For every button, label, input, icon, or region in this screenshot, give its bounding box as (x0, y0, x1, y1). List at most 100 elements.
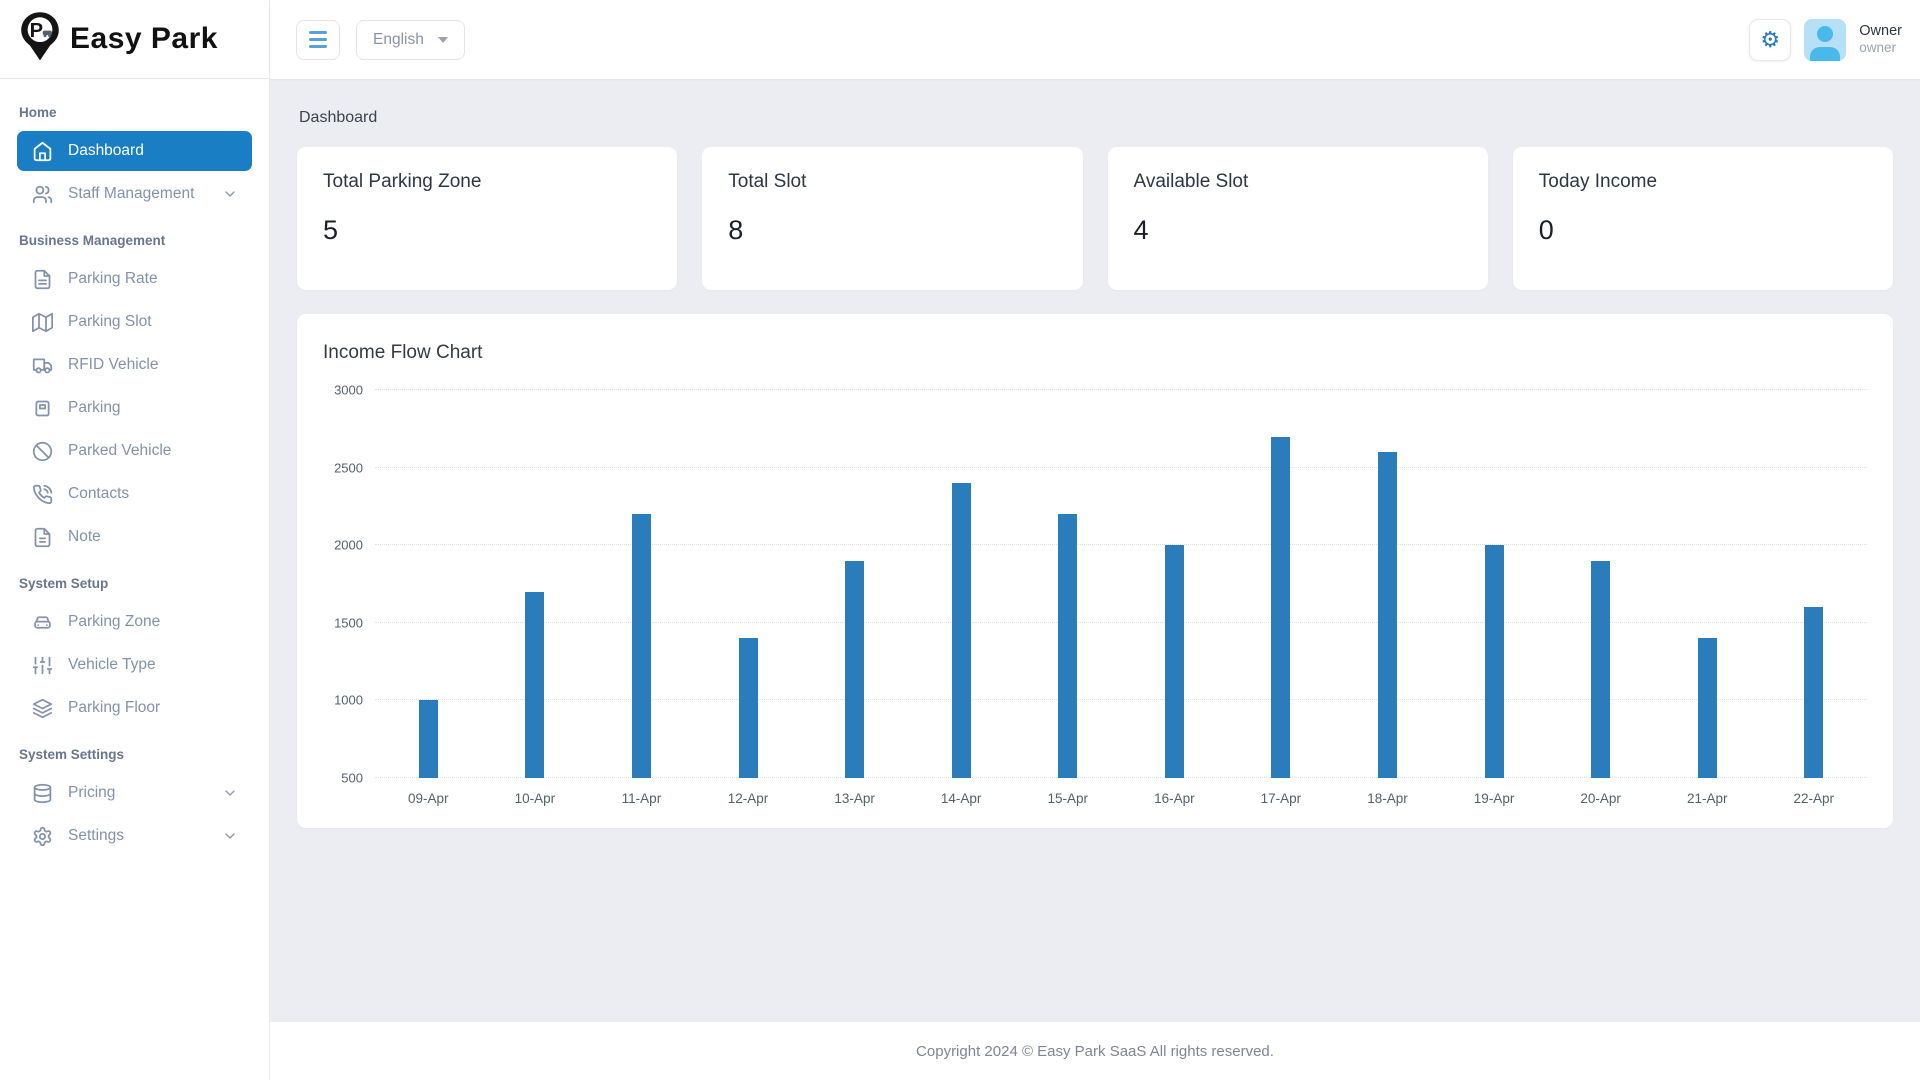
avatar[interactable] (1804, 18, 1847, 61)
sidebar-item-label: Settings (68, 827, 125, 844)
footer: Copyright 2024 © Easy Park SaaS All righ… (270, 1022, 1920, 1080)
x-axis-tick-label: 14-Apr (940, 791, 982, 806)
topbar: English ⚙ Owner owner (270, 0, 1920, 79)
bar-22-apr (1804, 607, 1824, 778)
stat-value: 0 (1538, 215, 1554, 245)
sidebar-item-settings[interactable]: Settings (17, 816, 252, 856)
sidebar-item-label: Parking Floor (68, 699, 161, 716)
chevron-down-icon (222, 186, 238, 202)
chart-x-axis: 09-Apr 10-Apr 11-Apr 12-Apr 13-Apr 14-Apr 15-A… (323, 778, 1867, 806)
avatar-person-icon (1817, 25, 1834, 42)
x-axis-tick-label: 15-Apr (1047, 791, 1089, 806)
chart-gridline (375, 777, 1867, 778)
nav-section-title: System Settings (19, 747, 125, 762)
breadcrumb: Dashboard (299, 109, 378, 126)
users-icon (31, 183, 53, 205)
ban-icon (31, 440, 53, 462)
nav-section-title: Business Management (19, 233, 166, 248)
phone-icon (31, 483, 53, 505)
app-name: Easy Park (70, 22, 218, 55)
bar-13-apr (845, 560, 865, 778)
sidebar-item-label: Parking Zone (68, 613, 161, 630)
sidebar-item-parking-rate[interactable]: Parking Rate (17, 259, 252, 299)
x-axis-tick-label: 09-Apr (408, 791, 449, 806)
y-axis-tick-label: 3000 (334, 382, 363, 398)
bar-18-apr (1377, 452, 1397, 778)
bar-20-apr (1591, 560, 1611, 778)
x-axis-tick-label: 17-Apr (1260, 791, 1302, 806)
meter-icon (31, 397, 53, 419)
bar-17-apr (1271, 436, 1291, 778)
sidebar-item-note[interactable]: Note (17, 517, 252, 557)
stat-value: 5 (323, 215, 339, 245)
chart-y-axis: 500 1000 1500 2000 2500 3000 (323, 383, 375, 786)
car-icon (31, 611, 53, 633)
sidebar-item-dashboard[interactable]: Dashboard (17, 131, 252, 171)
content: Dashboard Total Parking Zone 5 Total Slot 8… (270, 79, 1920, 1022)
chart-gridline (375, 544, 1867, 546)
sidebar-item-label: Vehicle Type (68, 656, 156, 673)
x-axis-tick-label: 13-Apr (834, 791, 875, 806)
y-axis-tick-label: 500 (341, 770, 363, 786)
sidebar-item-contacts[interactable]: Contacts (17, 474, 252, 514)
sidebar-item-pricing[interactable]: Pricing (17, 773, 252, 813)
bar-19-apr (1484, 545, 1504, 778)
settings-button[interactable]: ⚙ (1749, 18, 1792, 61)
sidebar-item-staff-management[interactable]: Staff Management (17, 174, 252, 214)
caret-down-icon (437, 36, 448, 43)
user-role: owner (1859, 40, 1897, 56)
sidebar-item-parked-vehicle[interactable]: Parked Vehicle (17, 431, 252, 471)
sidebar-item-parking-floor[interactable]: Parking Floor (17, 688, 252, 728)
x-axis-tick-label: 11-Apr (621, 791, 662, 806)
chart-title: Income Flow Chart (323, 342, 483, 363)
income-flow-chart-card: Income Flow Chart 500 1000 1500 2000 2500 300… (297, 314, 1893, 828)
sidebar-item-label: Parking Slot (68, 313, 152, 330)
x-axis-tick-label: 16-Apr (1154, 791, 1195, 806)
map-pin-logo-icon: P (18, 11, 62, 68)
app-logo[interactable]: P Easy Park (0, 0, 269, 79)
nav-section-title: Home (19, 105, 57, 120)
nav-section-title: System Setup (19, 576, 109, 591)
sidebar-item-parking-zone[interactable]: Parking Zone (17, 602, 252, 642)
chart-gridline (375, 621, 1867, 623)
sliders-icon (31, 654, 53, 676)
sidebar-item-rfid-vehicle[interactable]: RFID Vehicle (17, 345, 252, 385)
stat-card-available-slot: Available Slot 4 (1107, 147, 1488, 290)
note-icon (31, 526, 53, 548)
chart-plot-area (375, 389, 1867, 778)
gear-icon: ⚙ (1760, 26, 1781, 52)
footer-text: Copyright 2024 © Easy Park SaaS All righ… (916, 1042, 1274, 1060)
chart-gridline (375, 699, 1867, 701)
user-block[interactable]: Owner owner (1859, 22, 1902, 57)
y-axis-tick-label: 1500 (334, 615, 363, 631)
sidebar-item-parking-slot[interactable]: Parking Slot (17, 302, 252, 342)
chevron-down-icon (222, 785, 238, 801)
svg-text:P: P (30, 20, 43, 42)
database-icon (31, 782, 53, 804)
language-select[interactable]: English (356, 19, 465, 60)
main-area: English ⚙ Owner owner Dashboard Total Pa… (270, 0, 1920, 1080)
sidebar-item-label: Staff Management (68, 185, 195, 202)
hamburger-icon (309, 31, 327, 48)
stats-row: Total Parking Zone 5 Total Slot 8 Available … (297, 147, 1893, 290)
bar-14-apr (951, 483, 971, 778)
sidebar-item-label: Parking Rate (68, 270, 158, 287)
sidebar-item-label: Parking (68, 399, 121, 416)
bar-12-apr (738, 638, 758, 778)
sidebar-item-vehicle-type[interactable]: Vehicle Type (17, 645, 252, 685)
x-axis-tick-label: 21-Apr (1686, 791, 1728, 806)
stat-card-today-income: Today Income 0 (1512, 147, 1893, 290)
sidebar-item-label: Pricing (68, 784, 116, 801)
stat-label: Today Income (1538, 171, 1658, 192)
truck-icon (31, 354, 53, 376)
bar-10-apr (525, 591, 545, 778)
chevron-down-icon (222, 828, 238, 844)
map-icon (31, 311, 53, 333)
sidebar-item-parking[interactable]: Parking (17, 388, 252, 428)
sidebar-item-label: Dashboard (68, 142, 144, 159)
chart-gridline (375, 389, 1867, 390)
topbar-right: ⚙ Owner owner (1749, 18, 1902, 61)
sidebar-toggle-button[interactable] (296, 19, 340, 60)
y-axis-tick-label: 2000 (334, 537, 363, 553)
bar-21-apr (1697, 638, 1717, 778)
